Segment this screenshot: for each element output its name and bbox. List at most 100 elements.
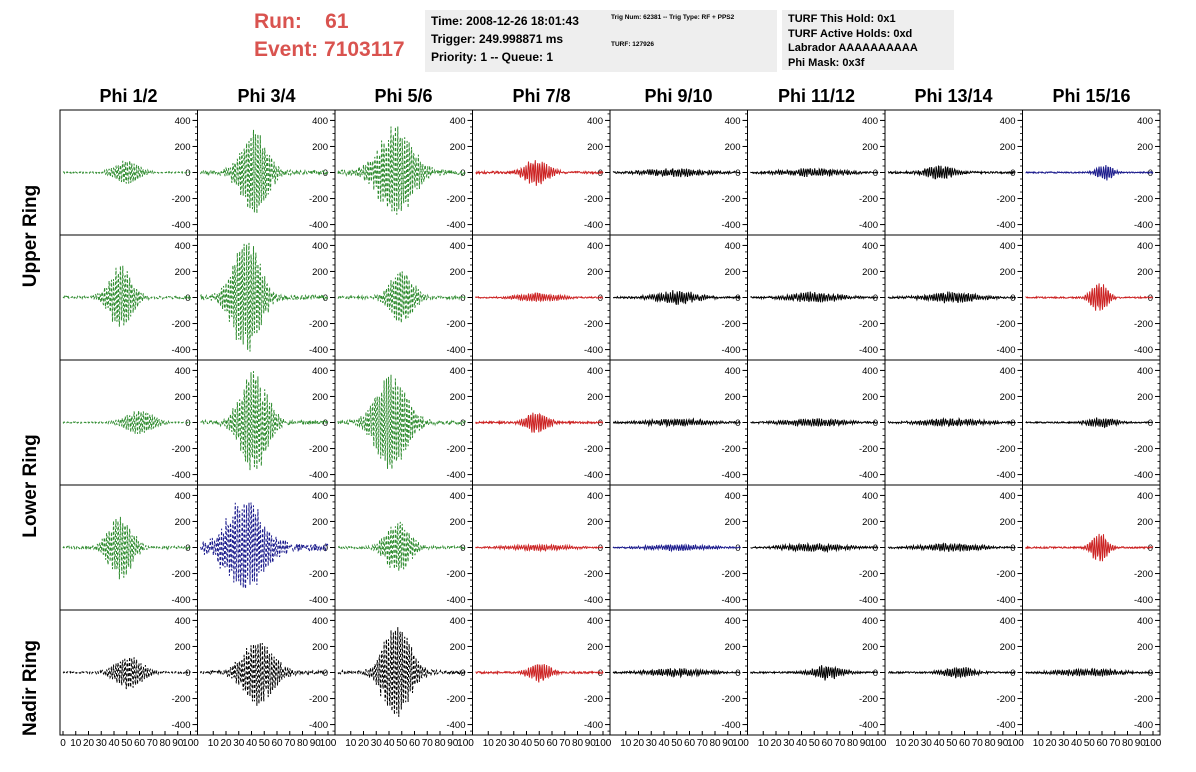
x-tick-label: 40 — [658, 738, 670, 749]
y-tick-label: 200 — [1000, 142, 1016, 153]
y-tick-label: -200 — [309, 444, 328, 455]
y-tick-label: 400 — [450, 491, 466, 502]
x-tick-label: 90 — [585, 738, 597, 749]
y-tick-label: 400 — [587, 616, 603, 627]
waveform-trace — [1025, 164, 1154, 181]
waveform-trace — [200, 642, 329, 706]
y-tick-label: -400 — [171, 345, 190, 356]
y-tick-label: -400 — [996, 720, 1015, 731]
x-tick-label: 60 — [134, 738, 146, 749]
y-tick-label: -200 — [584, 569, 603, 580]
x-tick-label: 10 — [345, 738, 357, 749]
column-header-phi-13-14: Phi 13/14 — [914, 86, 993, 106]
y-tick-label: 0 — [185, 168, 190, 179]
y-tick-label: 0 — [323, 418, 328, 429]
x-tick-label: 100 — [595, 738, 612, 749]
x-tick-label: 50 — [396, 738, 408, 749]
y-tick-label: 0 — [460, 418, 465, 429]
waveform-trace — [613, 290, 741, 305]
column-header-phi-9-10: Phi 9/10 — [644, 86, 713, 106]
y-tick-label: -400 — [859, 470, 878, 481]
y-tick-label: -400 — [721, 595, 740, 606]
waveform-trace — [475, 160, 604, 186]
x-tick-label: 30 — [233, 738, 245, 749]
y-tick-label: 200 — [725, 642, 741, 653]
x-tick-label: 80 — [159, 738, 171, 749]
waveform-trace — [338, 521, 466, 571]
y-tick-label: 200 — [450, 517, 466, 528]
x-tick-label: 20 — [633, 738, 645, 749]
x-tick-label: 80 — [847, 738, 859, 749]
waveform-trace — [200, 129, 329, 214]
x-tick-label: 50 — [259, 738, 271, 749]
x-tick-label: 100 — [1145, 738, 1162, 749]
x-tick-label: 30 — [646, 738, 658, 749]
x-tick-label: 90 — [447, 738, 459, 749]
waveform-trace — [62, 265, 191, 327]
x-tick-label: 70 — [1109, 738, 1121, 749]
y-tick-label: -200 — [1134, 444, 1153, 455]
x-tick-label: 20 — [908, 738, 920, 749]
turf-info-box: TURF This Hold: 0x1 TURF Active Holds: 0… — [782, 10, 954, 70]
y-tick-label: 400 — [587, 366, 603, 377]
y-tick-label: 400 — [587, 241, 603, 252]
y-tick-label: -400 — [1134, 720, 1153, 731]
y-tick-label: 400 — [1000, 241, 1016, 252]
y-tick-label: -400 — [859, 595, 878, 606]
y-tick-label: 0 — [1148, 418, 1153, 429]
y-tick-label: -400 — [446, 470, 465, 481]
y-tick-label: 200 — [862, 517, 878, 528]
y-tick-label: 400 — [450, 116, 466, 127]
waveform-trace — [62, 516, 191, 580]
y-tick-label: 400 — [725, 491, 741, 502]
y-tick-label: -400 — [584, 220, 603, 231]
y-tick-label: 200 — [1000, 642, 1016, 653]
y-tick-label: 200 — [450, 392, 466, 403]
y-tick-label: 400 — [862, 491, 878, 502]
x-tick-label: 80 — [984, 738, 996, 749]
x-tick-label: 10 — [1033, 738, 1045, 749]
x-tick-label: 60 — [546, 738, 558, 749]
y-tick-label: -200 — [309, 194, 328, 205]
x-tick-label: 10 — [483, 738, 495, 749]
waveform-trace — [337, 271, 466, 323]
x-tick-label: 90 — [860, 738, 872, 749]
x-tick-label: 40 — [383, 738, 395, 749]
x-tick-label: 60 — [959, 738, 971, 749]
event-number: Event: 7103117 — [254, 38, 405, 61]
y-tick-label: -200 — [446, 194, 465, 205]
x-tick-label: 40 — [1071, 738, 1083, 749]
y-tick-label: -400 — [171, 720, 190, 731]
run-event-label: Run: 61 Event: 7103117 — [254, 8, 405, 64]
y-tick-label: 200 — [587, 267, 603, 278]
y-tick-label: 0 — [1148, 543, 1153, 554]
y-tick-label: 200 — [312, 267, 328, 278]
y-tick-label: -200 — [171, 694, 190, 705]
panel-frame — [197, 234, 336, 361]
y-tick-label: 0 — [185, 418, 190, 429]
y-tick-label: -200 — [859, 694, 878, 705]
y-tick-label: -200 — [1134, 694, 1153, 705]
x-tick-label: 50 — [1084, 738, 1096, 749]
y-tick-label: -400 — [996, 470, 1015, 481]
y-tick-label: 200 — [862, 392, 878, 403]
column-header-phi-7-8: Phi 7/8 — [512, 86, 571, 106]
y-tick-label: 0 — [735, 668, 740, 679]
y-tick-label: -400 — [309, 595, 328, 606]
y-tick-label: -400 — [309, 345, 328, 356]
trigger-line: Trigger: 249.998871 ms — [431, 32, 564, 46]
x-tick-label: 70 — [834, 738, 846, 749]
x-tick-label: 90 — [1135, 738, 1147, 749]
y-tick-label: 0 — [598, 543, 603, 554]
y-tick-label: -200 — [859, 569, 878, 580]
x-tick-label: 40 — [246, 738, 258, 749]
y-tick-label: -200 — [1134, 194, 1153, 205]
y-tick-label: 400 — [312, 366, 328, 377]
run-number: Run: 61 — [254, 10, 349, 33]
y-tick-label: -400 — [721, 220, 740, 231]
y-tick-label: 200 — [587, 142, 603, 153]
x-tick-label: 20 — [770, 738, 782, 749]
y-tick-label: 0 — [1148, 293, 1153, 304]
waveform-trace — [62, 656, 191, 690]
column-header-phi-11-12: Phi 11/12 — [777, 86, 856, 106]
